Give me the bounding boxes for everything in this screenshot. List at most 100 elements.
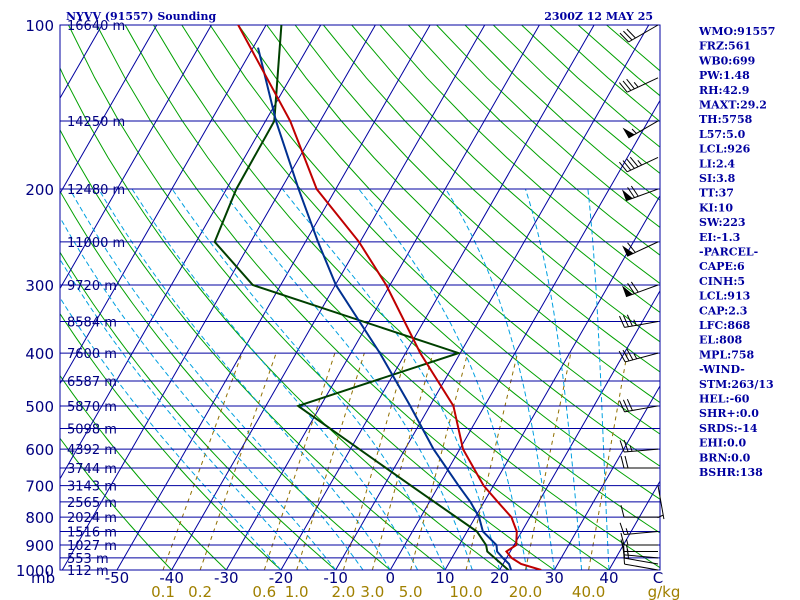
isotherm-line	[116, 25, 431, 570]
index-line: HEL:-60	[699, 393, 750, 406]
wind-barb-staff	[626, 77, 659, 93]
wind-barb	[619, 439, 659, 453]
mixing-ratio-line	[524, 353, 572, 570]
index-line: L57:5.0	[699, 128, 746, 141]
wind-barb-staff	[624, 531, 659, 535]
wind-barb-flag	[620, 539, 625, 552]
wind-barb-flag	[619, 32, 629, 43]
wind-barb-flag	[622, 399, 629, 412]
wind-barb	[621, 281, 659, 298]
wind-barb-flag	[620, 455, 625, 469]
station-title: NYVV (91557) Sounding	[66, 10, 216, 23]
temperature-tick-label: -50	[105, 569, 130, 587]
mixing-ratio-line	[199, 352, 277, 570]
wind-barb-half-flag	[633, 319, 637, 326]
wind-barb-flag	[630, 281, 639, 293]
wind-barb-flag	[626, 28, 636, 39]
mixing-ratio-tick-label: 3.0	[360, 583, 384, 600]
wind-barb	[619, 522, 659, 535]
temperature-tick-label: 20	[490, 569, 509, 587]
wind-barb-staff	[624, 557, 659, 565]
index-line: CAPE:6	[699, 260, 745, 273]
wind-barb-pennant	[622, 127, 635, 138]
wind-barb-flag	[626, 398, 633, 411]
valid-time: 2300Z 12 MAY 25	[544, 10, 653, 23]
wind-barb-half-flag	[657, 514, 664, 519]
wind-barb-staff	[624, 321, 659, 328]
index-line: SI:3.8	[699, 172, 736, 185]
mixing-ratio-tick-label: 20.0	[509, 583, 542, 600]
wind-barb	[657, 485, 665, 520]
wind-barb-half-flag	[626, 538, 629, 546]
pressure-tick-label: 800	[25, 509, 54, 527]
height-label: 9720 m	[67, 279, 117, 294]
wind-barb	[622, 120, 659, 139]
index-line: BSHR:138	[699, 466, 763, 479]
temperature-unit-label: C	[653, 569, 663, 587]
height-label: 16640 m	[67, 19, 125, 34]
dry-adiabat-lines	[60, 25, 660, 570]
wind-barb	[621, 185, 659, 202]
isotherm-line	[171, 25, 486, 570]
mixing-ratio-tick-label: 0.1	[151, 583, 175, 600]
height-label: 1027 m	[67, 539, 117, 554]
height-label: 112 m	[67, 564, 109, 579]
index-line: LCL:913	[699, 290, 750, 303]
index-line: TT:37	[699, 187, 734, 200]
mixing-ratio-line	[342, 352, 408, 570]
index-line: WMO:91557	[698, 25, 775, 38]
pressure-tick-label: 500	[25, 398, 54, 416]
wind-barb-flag	[622, 349, 630, 362]
wind-barb-half-flag	[631, 128, 637, 134]
dry-adiabat-line	[68, 25, 555, 570]
wind-barb-staff	[657, 485, 665, 520]
height-label: 3744 m	[67, 462, 117, 477]
wind-barb-flag	[623, 439, 629, 452]
isotherm-line	[444, 194, 660, 570]
wind-barb-flag	[619, 522, 625, 535]
isotherm-line	[60, 25, 322, 480]
parcel-profile-line	[213, 25, 510, 570]
height-label: 12480 m	[67, 183, 125, 198]
isotherm-line	[280, 25, 595, 570]
height-label: 3143 m	[67, 480, 117, 495]
mixing-ratio-tick-label: 1.0	[285, 583, 309, 600]
wind-barb-half-flag	[633, 81, 639, 88]
wind-barb-flag	[622, 80, 632, 91]
wind-barb-flag	[622, 160, 632, 171]
moist-adiabat-line	[171, 188, 446, 570]
dry-adiabat-line	[124, 25, 660, 569]
wind-barb	[619, 24, 659, 43]
mixing-ratio-tick-label: 0.2	[188, 583, 212, 600]
index-line: LI:2.4	[699, 157, 735, 170]
wind-barb-half-flag	[629, 445, 633, 452]
wind-barb-staff	[628, 24, 659, 43]
pressure-tick-label: 200	[25, 181, 54, 199]
wind-barb-flag	[619, 82, 628, 93]
wind-barb	[622, 241, 659, 257]
index-line: STM:263/13	[699, 378, 774, 391]
index-line: FRZ:561	[699, 40, 751, 53]
mixing-ratio-line	[263, 352, 336, 570]
wind-barb	[620, 539, 658, 553]
wind-barb-flag	[622, 315, 629, 327]
mixing-ratio-line	[465, 353, 519, 570]
temperature-tick-label: -30	[214, 569, 239, 587]
height-label: 14250 m	[67, 115, 125, 130]
pressure-unit-label: mb	[31, 569, 55, 587]
wind-barb-flag	[626, 314, 633, 327]
mixing-ratio-tick-label: 5.0	[399, 583, 423, 600]
pressure-tick-label: 100	[25, 17, 54, 35]
wind-barb-flag	[619, 161, 628, 173]
index-line: KI:10	[699, 201, 733, 214]
wind-barb-flag	[627, 187, 635, 198]
index-line: -PARCEL-	[699, 246, 758, 259]
wind-barb-flag	[620, 505, 625, 518]
moist-adiabat-line	[98, 188, 391, 570]
wind-barb-flag	[626, 348, 634, 361]
wind-barb-flag	[627, 242, 636, 253]
index-line: BRN:0.0	[699, 451, 751, 464]
wind-barb-flag	[629, 156, 639, 168]
temperature-tick-label: 40	[599, 569, 618, 587]
